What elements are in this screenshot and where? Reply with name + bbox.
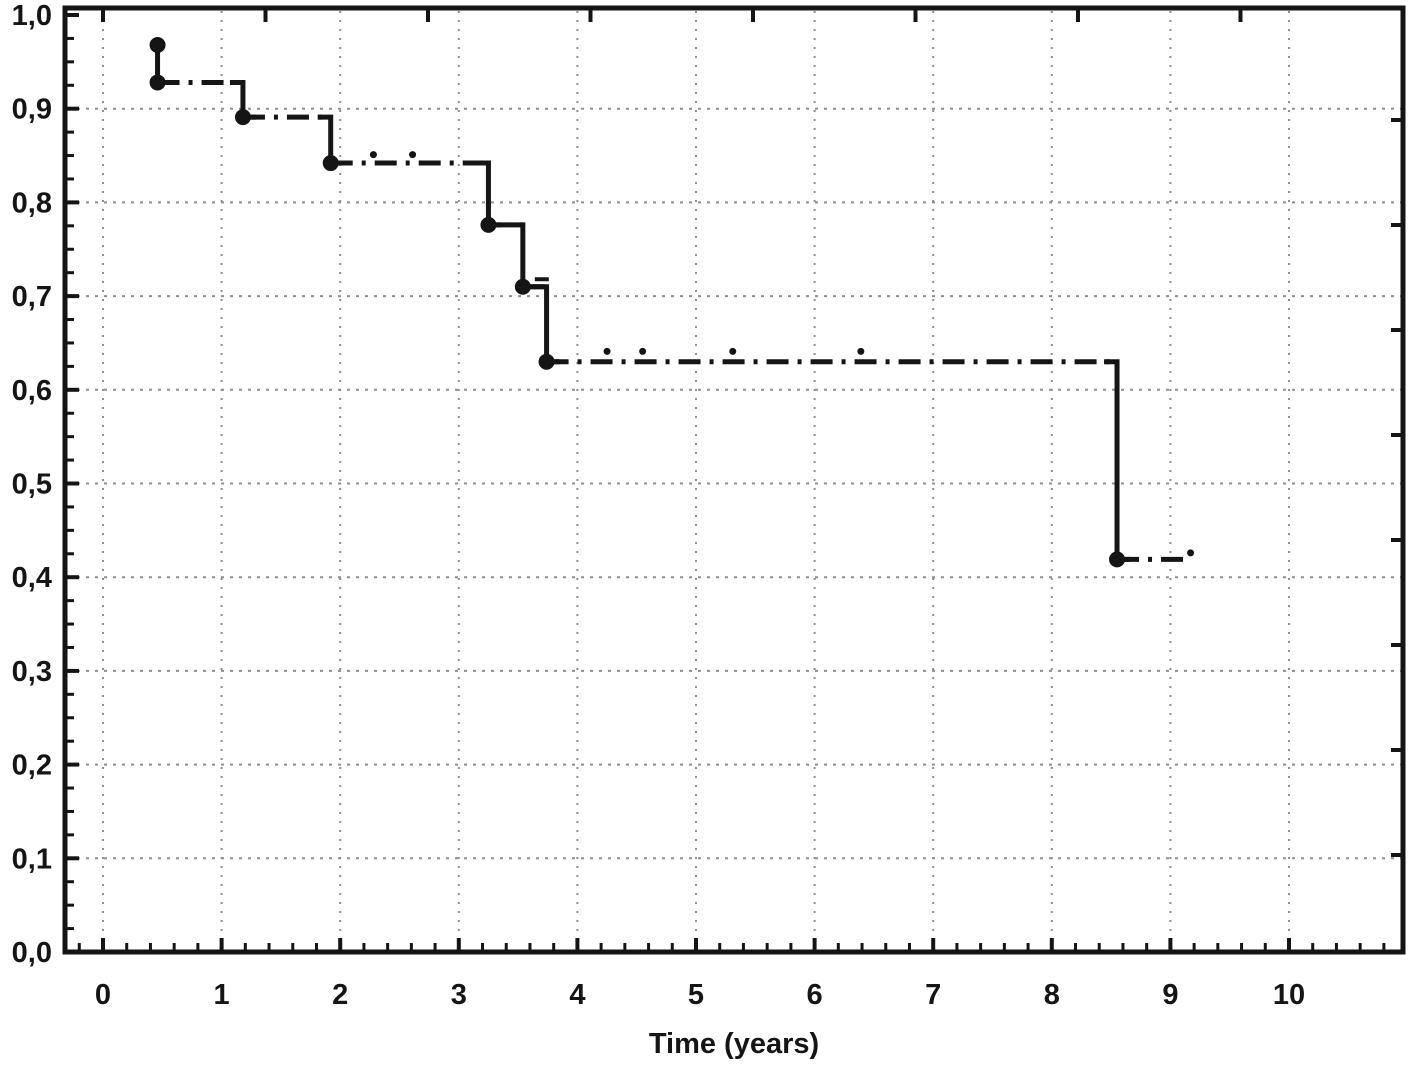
axis-labels: 0,0 0,1 0,2 0,3 0,4 0,5 0,6 0,7 0,8 0,9 1,0 0 1 2 3 4 5 6… xyxy=(12,0,1305,1011)
x-tick-label: 10 xyxy=(1273,979,1305,1011)
censored-marks xyxy=(369,151,1195,557)
event-marker xyxy=(322,155,339,172)
y-tick-label: 0,7 xyxy=(12,281,52,313)
plot-frame-border xyxy=(62,5,1406,955)
event-marker xyxy=(538,353,555,370)
event-marker xyxy=(149,74,166,91)
gridlines xyxy=(68,11,1401,950)
x-tick-label: 8 xyxy=(1044,979,1060,1011)
survival-step-vertical xyxy=(509,222,536,290)
x-tick-label: 6 xyxy=(807,979,823,1011)
y-tick-label: 0,5 xyxy=(12,469,52,501)
censored-mark-dot xyxy=(1187,549,1195,557)
survival-step-vertical xyxy=(1104,359,1131,562)
x-tick-label: 0 xyxy=(95,979,111,1011)
axis-ticks xyxy=(65,10,1403,952)
survival-step-vertical xyxy=(475,160,502,228)
y-tick-label: 0,2 xyxy=(12,750,52,782)
survival-step-vertical xyxy=(533,284,560,365)
x-axis-title: Time (years) xyxy=(649,1028,819,1060)
y-tick-label: 0,4 xyxy=(12,562,52,594)
x-tick-label: 2 xyxy=(332,979,348,1011)
event-marker xyxy=(514,278,531,295)
event-marker xyxy=(1109,551,1126,568)
x-tick-label: 4 xyxy=(569,979,585,1011)
y-tick-label: 0,3 xyxy=(12,656,52,688)
y-tick-label: 0,1 xyxy=(12,843,52,875)
censored-mark-dot xyxy=(603,347,611,355)
censored-mark-dot xyxy=(369,151,377,159)
censored-mark-dot xyxy=(729,347,737,355)
event-marker xyxy=(149,36,166,53)
x-tick-label: 5 xyxy=(688,979,704,1011)
y-tick-label: 0,9 xyxy=(12,94,52,126)
x-tick-label: 3 xyxy=(451,979,467,1011)
y-tick-label: 0,6 xyxy=(12,375,52,407)
y-tick-label: 0,0 xyxy=(12,937,52,969)
censored-mark-dot xyxy=(409,151,417,159)
plot-frame xyxy=(62,5,1406,955)
event-markers xyxy=(149,36,1126,568)
x-tick-label: 7 xyxy=(925,979,941,1011)
event-marker xyxy=(234,109,251,126)
y-tick-label: 1,0 xyxy=(12,0,52,32)
censored-mark-dot xyxy=(639,347,647,355)
censored-mark-dot xyxy=(857,347,865,355)
x-tick-label: 1 xyxy=(214,979,230,1011)
event-marker xyxy=(480,216,497,233)
survival-curve xyxy=(155,44,1186,562)
y-tick-label: 0,8 xyxy=(12,187,52,219)
x-tick-label: 9 xyxy=(1162,979,1178,1011)
